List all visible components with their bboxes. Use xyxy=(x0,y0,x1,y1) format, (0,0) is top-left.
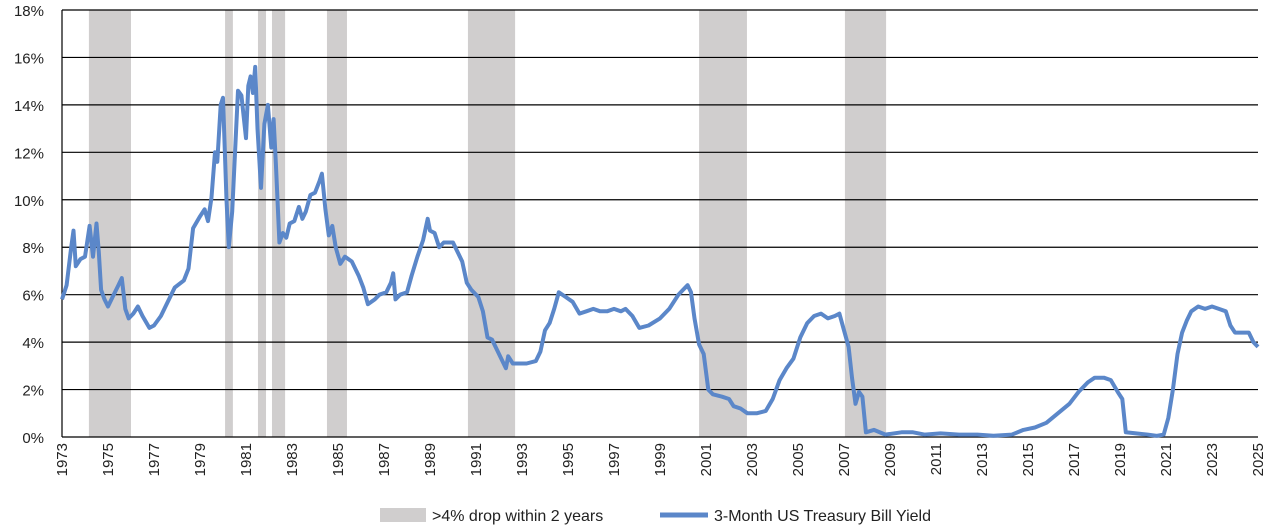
gridlines xyxy=(61,9,1258,438)
shaded-regions xyxy=(88,10,887,437)
x-tick-label: 2023 xyxy=(1204,443,1221,476)
x-tick-label: 2003 xyxy=(744,443,761,476)
shaded-region xyxy=(467,10,516,437)
x-tick-label: 1989 xyxy=(422,443,439,476)
y-tick-label: 2% xyxy=(22,383,44,400)
x-tick-label: 1983 xyxy=(284,443,301,476)
x-tick-label: 2019 xyxy=(1112,443,1129,476)
x-tick-label: 2021 xyxy=(1158,443,1175,476)
legend-label-shaded: >4% drop within 2 years xyxy=(432,508,603,525)
series-line xyxy=(60,64,1260,438)
x-tick-label: 1981 xyxy=(238,443,255,476)
x-tick-label: 2015 xyxy=(1020,443,1037,476)
x-tick-label: 1975 xyxy=(100,443,117,476)
x-tick-label: 1995 xyxy=(560,443,577,476)
y-tick-label: 6% xyxy=(22,288,44,305)
y-tick-label: 8% xyxy=(22,240,44,257)
x-tick-label: 2013 xyxy=(974,443,991,476)
x-tick-label: 2011 xyxy=(928,443,945,475)
x-tick-label: 2009 xyxy=(882,443,899,476)
x-tick-label: 2007 xyxy=(836,443,853,476)
shaded-region xyxy=(326,10,347,437)
y-tick-label: 12% xyxy=(14,145,44,162)
x-tick-label: 2017 xyxy=(1066,443,1083,476)
x-axis-ticks: 1973 1975 1977 1979 1981 1983 1985 1987 1989 1991… xyxy=(54,443,1267,476)
y-tick-label: 16% xyxy=(14,50,44,67)
y-axis-ticks: 0% 2% 4% 6% 8% 10% 12% 14% 16% 18% xyxy=(14,3,44,447)
series-layer xyxy=(60,64,1260,438)
x-tick-label: 2001 xyxy=(698,443,715,476)
y-tick-label: 4% xyxy=(22,335,44,352)
y-tick-label: 0% xyxy=(22,430,44,447)
x-tick-label: 1979 xyxy=(192,443,209,476)
y-tick-label: 10% xyxy=(14,193,44,210)
legend: >4% drop within 2 years 3-Month US Treas… xyxy=(380,508,931,525)
x-tick-label: 2025 xyxy=(1250,443,1267,476)
legend-label-series: 3-Month US Treasury Bill Yield xyxy=(714,508,931,525)
legend-swatch-shaded xyxy=(380,508,426,522)
y-tick-label: 18% xyxy=(14,3,44,20)
x-tick-label: 1999 xyxy=(652,443,669,476)
x-tick-label: 1987 xyxy=(376,443,393,476)
x-tick-label: 1985 xyxy=(330,443,347,476)
x-tick-label: 2005 xyxy=(790,443,807,476)
x-tick-label: 1991 xyxy=(468,443,485,476)
x-tick-label: 1973 xyxy=(54,443,71,476)
x-tick-label: 1997 xyxy=(606,443,623,476)
x-tick-label: 1977 xyxy=(146,443,163,476)
shaded-region xyxy=(257,10,267,437)
y-tick-label: 14% xyxy=(14,98,44,115)
x-tick-label: 1993 xyxy=(514,443,531,476)
